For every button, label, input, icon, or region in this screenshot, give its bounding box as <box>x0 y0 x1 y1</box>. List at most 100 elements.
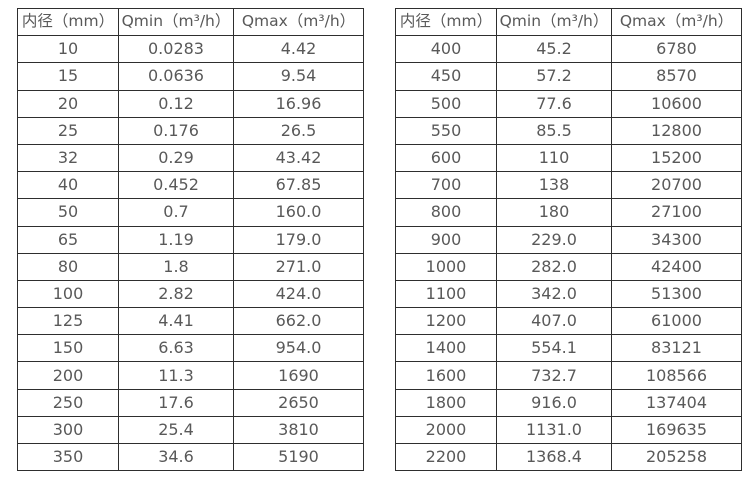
table-row: 350 34.6 5190 <box>17 442 364 472</box>
table-cell: 350 <box>17 442 119 472</box>
table-cell: 400 <box>395 35 497 64</box>
table-cell: 2200 <box>395 442 497 472</box>
table-cell: 45.2 <box>496 35 612 64</box>
table-cell: 800 <box>395 198 497 227</box>
table-row: 1000 282.0 42400 <box>395 252 742 281</box>
table-cell: 11.3 <box>118 361 234 390</box>
table-row: 400 45.2 6780 <box>395 35 742 64</box>
table-cell: 80 <box>17 252 119 281</box>
table-cell: 3810 <box>233 415 364 445</box>
column-header: 内径（mm） <box>17 7 119 37</box>
table-cell: 900 <box>395 225 497 254</box>
column-header: Qmin（m³/h） <box>118 7 234 37</box>
table-cell: 34.6 <box>118 442 234 472</box>
table-row: 800 180 27100 <box>395 198 742 227</box>
table-row: 65 1.19 179.0 <box>17 225 364 254</box>
table-row: 25 0.176 26.5 <box>17 116 364 145</box>
table-row: 40 0.452 67.85 <box>17 171 364 200</box>
table-cell: 27100 <box>611 198 742 227</box>
table-row: 32 0.29 43.42 <box>17 143 364 173</box>
table-cell: 600 <box>395 143 497 173</box>
header-row: 内径（mm） Qmin（m³/h） Qmax（m³/h） <box>395 7 742 37</box>
table-cell: 300 <box>17 415 119 445</box>
table-cell: 1100 <box>395 279 497 309</box>
table-cell: 424.0 <box>233 279 364 309</box>
table-cell: 169635 <box>611 415 742 445</box>
table-cell: 0.0636 <box>118 62 234 91</box>
header-row: 内径（mm） Qmin（m³/h） Qmax（m³/h） <box>17 7 364 37</box>
table-row: 550 85.5 12800 <box>395 116 742 145</box>
table-cell: 160.0 <box>233 198 364 227</box>
table-cell: 1.8 <box>118 252 234 281</box>
table-cell: 1000 <box>395 252 497 281</box>
table-cell: 57.2 <box>496 62 612 91</box>
table-row: 50 0.7 160.0 <box>17 198 364 227</box>
table-cell: 15200 <box>611 143 742 173</box>
table-cell: 15 <box>17 62 119 91</box>
table-row: 80 1.8 271.0 <box>17 252 364 281</box>
table-cell: 25 <box>17 116 119 145</box>
table-cell: 65 <box>17 225 119 254</box>
table-cell: 43.42 <box>233 143 364 173</box>
table-row: 100 2.82 424.0 <box>17 279 364 309</box>
table-cell: 2.82 <box>118 279 234 309</box>
table-cell: 554.1 <box>496 334 612 363</box>
table-cell: 954.0 <box>233 334 364 363</box>
table-cell: 83121 <box>611 334 742 363</box>
table-row: 700 138 20700 <box>395 171 742 200</box>
table-cell: 85.5 <box>496 116 612 145</box>
table-cell: 0.7 <box>118 198 234 227</box>
table-cell: 16.96 <box>233 89 364 118</box>
table-cell: 77.6 <box>496 89 612 118</box>
table-cell: 0.452 <box>118 171 234 200</box>
table-cell: 20700 <box>611 171 742 200</box>
table-row: 15 0.0636 9.54 <box>17 62 364 91</box>
table-row: 150 6.63 954.0 <box>17 334 364 363</box>
table-cell: 662.0 <box>233 307 364 336</box>
column-header: Qmin（m³/h） <box>496 7 612 37</box>
table-cell: 34300 <box>611 225 742 254</box>
table-cell: 450 <box>395 62 497 91</box>
table-cell: 0.176 <box>118 116 234 145</box>
table-cell: 42400 <box>611 252 742 281</box>
table-cell: 40 <box>17 171 119 200</box>
flow-table-small-diameters: 内径（mm） Qmin（m³/h） Qmax（m³/h） 10 0.0283 4.42 15… <box>17 7 364 472</box>
table-row: 200 11.3 1690 <box>17 361 364 390</box>
table-row: 500 77.6 10600 <box>395 89 742 118</box>
table-cell: 1131.0 <box>496 415 612 445</box>
table-cell: 5190 <box>233 442 364 472</box>
table-row: 250 17.6 2650 <box>17 388 364 417</box>
table-cell: 0.12 <box>118 89 234 118</box>
table-cell: 9.54 <box>233 62 364 91</box>
table-row: 20 0.12 16.96 <box>17 89 364 118</box>
table-cell: 150 <box>17 334 119 363</box>
table-row: 1200 407.0 61000 <box>395 307 742 336</box>
table-cell: 342.0 <box>496 279 612 309</box>
table-cell: 2650 <box>233 388 364 417</box>
table-cell: 2000 <box>395 415 497 445</box>
table-cell: 1800 <box>395 388 497 417</box>
table-cell: 250 <box>17 388 119 417</box>
table-cell: 6780 <box>611 35 742 64</box>
table-cell: 180 <box>496 198 612 227</box>
table-cell: 1690 <box>233 361 364 390</box>
table-cell: 51300 <box>611 279 742 309</box>
flow-range-spec-page: 内径（mm） Qmin（m³/h） Qmax（m³/h） 10 0.0283 4.42 15… <box>17 7 742 472</box>
table-row: 1100 342.0 51300 <box>395 279 742 309</box>
table-cell: 25.4 <box>118 415 234 445</box>
table-cell: 0.29 <box>118 143 234 173</box>
table-cell: 20 <box>17 89 119 118</box>
table-row: 600 110 15200 <box>395 143 742 173</box>
table-cell: 10 <box>17 35 119 64</box>
table-cell: 916.0 <box>496 388 612 417</box>
table-cell: 500 <box>395 89 497 118</box>
table-cell: 12800 <box>611 116 742 145</box>
table-cell: 137404 <box>611 388 742 417</box>
table-cell: 0.0283 <box>118 35 234 64</box>
table-row: 1600 732.7 108566 <box>395 361 742 390</box>
table-cell: 100 <box>17 279 119 309</box>
table-row: 1800 916.0 137404 <box>395 388 742 417</box>
table-cell: 8570 <box>611 62 742 91</box>
table-cell: 200 <box>17 361 119 390</box>
table-cell: 1400 <box>395 334 497 363</box>
